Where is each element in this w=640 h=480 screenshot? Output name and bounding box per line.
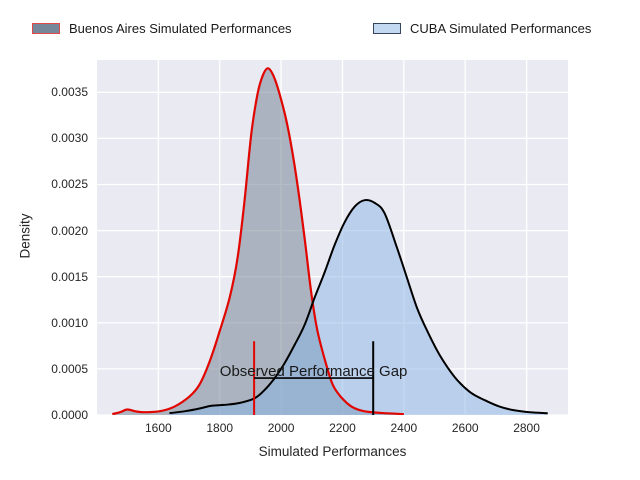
y-tick-label: 0.0000 [51,408,88,422]
y-tick-label: 0.0035 [51,85,88,100]
x-tick-label: 1800 [206,421,234,435]
gap-label: Observed Performance Gap [220,363,408,380]
x-tick-label: 2600 [451,421,479,435]
legend-item-buenos-aires: Buenos Aires Simulated Performances [32,21,292,36]
kde-fill-cuba [169,200,548,415]
y-tick-label: 0.0010 [51,315,88,330]
legend-swatch-buenos-aires [32,23,60,34]
plot-area: Observed Performance Gap [97,60,568,415]
y-tick-label: 0.0005 [51,361,88,376]
y-tick-label: 0.0020 [51,223,88,238]
x-tick-label: 2200 [329,421,356,435]
legend-label-cuba: CUBA Simulated Performances [410,21,592,36]
legend-swatch-cuba [373,23,401,34]
y-tick-label: 0.0025 [51,177,88,192]
y-tick-label: 0.0015 [51,269,88,284]
kde-line-cuba [169,199,548,415]
x-tick-label: 2000 [267,421,295,435]
x-tick-label: 2400 [390,421,418,435]
y-axis-label: Density [17,213,33,259]
legend-item-cuba: CUBA Simulated Performances [373,21,591,36]
x-tick-label: 2800 [513,421,540,435]
kde-line-buenos_aires [112,67,404,415]
x-axis-label: Simulated Performances [258,444,407,459]
y-tick-label: 0.0030 [51,131,88,146]
legend-label-buenos-aires: Buenos Aires Simulated Performances [69,21,292,36]
x-tick-label: 1600 [145,421,172,435]
kde-fill-buenos_aires [112,68,404,415]
kde-chart: Observed Performance Gap [97,60,568,415]
